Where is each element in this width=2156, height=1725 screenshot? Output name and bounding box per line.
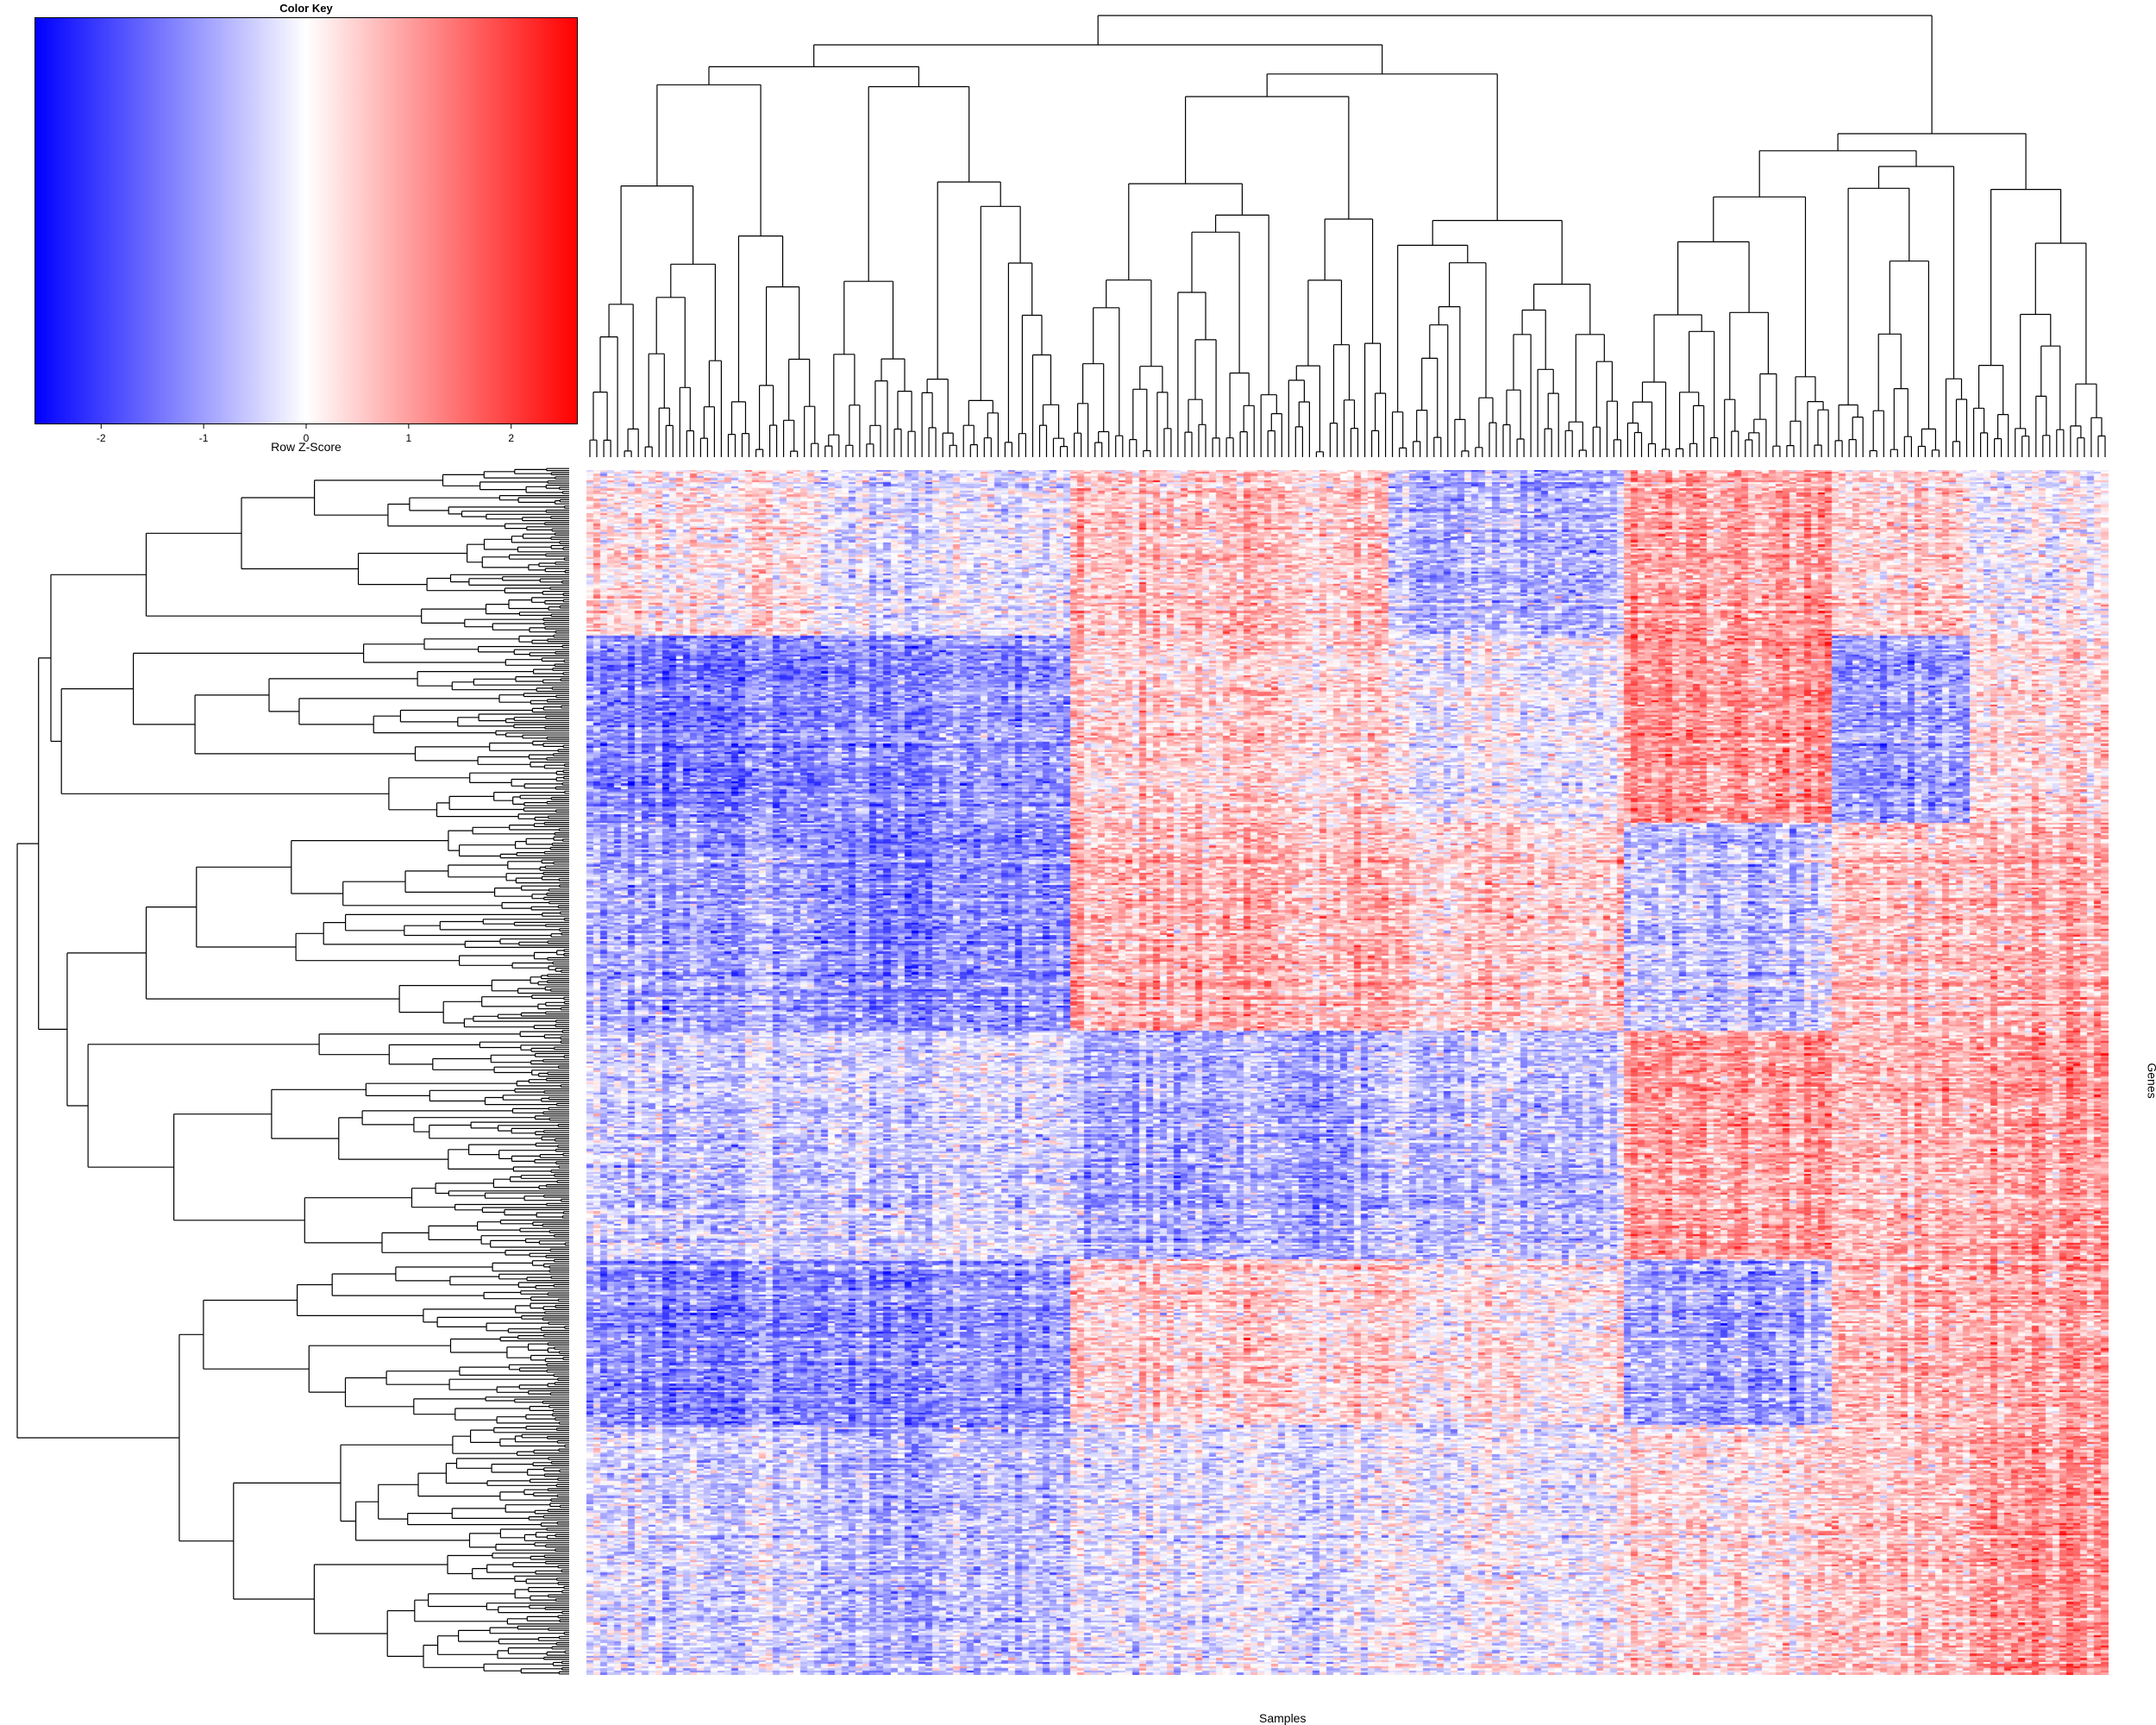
y-axis-label: Genes xyxy=(2145,1063,2156,1099)
color-key-tick-label: 1 xyxy=(406,432,412,444)
column-dendrogram-branches xyxy=(589,15,2106,457)
color-key-gradient xyxy=(34,17,578,424)
row-dendrogram xyxy=(16,467,569,1675)
heatmap-grid xyxy=(586,470,2109,1675)
color-key-tick-label: 0 xyxy=(304,432,310,444)
color-key-tick-label: -1 xyxy=(199,432,209,444)
x-axis-label: Samples xyxy=(1259,1711,1307,1725)
color-key-title: Color Key xyxy=(279,2,333,15)
row-dendrogram-branches xyxy=(16,467,569,1675)
color-key-tick-label: 2 xyxy=(508,432,514,444)
column-dendrogram xyxy=(589,15,2106,457)
color-key-xlabel: Row Z-Score xyxy=(271,440,342,454)
color-key-tick-label: -2 xyxy=(97,432,106,444)
color-key-axis: -2 -1 0 1 2 xyxy=(97,424,514,444)
